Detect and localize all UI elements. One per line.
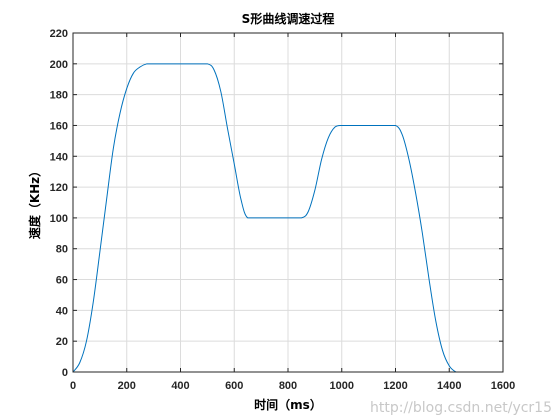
chart-title: S形曲线调速过程 xyxy=(242,11,335,26)
ticks: 0 200 400 600 800 1000 1200 1400 1600 0 20 40 60 80 10… xyxy=(50,28,516,392)
y-tick-label: 20 xyxy=(56,336,68,348)
x-tick-label: 0 xyxy=(70,380,76,392)
y-tick-label: 180 xyxy=(50,90,68,102)
x-tick-label: 200 xyxy=(118,380,136,392)
y-tick-label: 0 xyxy=(62,367,68,379)
x-tick-label: 600 xyxy=(225,380,243,392)
x-tick-label: 1600 xyxy=(491,380,515,392)
x-tick-label: 800 xyxy=(279,380,297,392)
x-axis-label: 时间（ms） xyxy=(254,397,322,412)
y-tick-label: 60 xyxy=(56,275,68,287)
series-line xyxy=(72,63,460,373)
x-tick-label: 1000 xyxy=(330,380,354,392)
series-layer xyxy=(72,63,460,373)
x-tick-label: 1200 xyxy=(383,380,407,392)
x-tick-label: 400 xyxy=(171,380,189,392)
y-tick-label: 160 xyxy=(50,120,68,132)
y-tick-label: 220 xyxy=(50,28,68,40)
y-tick-label: 120 xyxy=(50,182,68,194)
watermark: http://blog.csdn.net/ycr15 xyxy=(370,400,552,416)
x-tick-label: 1400 xyxy=(437,380,461,392)
y-tick-label: 140 xyxy=(50,151,68,163)
y-tick-label: 80 xyxy=(56,244,68,256)
y-tick-label: 200 xyxy=(50,59,68,71)
y-tick-label: 40 xyxy=(56,305,68,317)
y-axis-label: 速度（KHz） xyxy=(27,165,42,239)
y-tick-label: 100 xyxy=(50,213,68,225)
